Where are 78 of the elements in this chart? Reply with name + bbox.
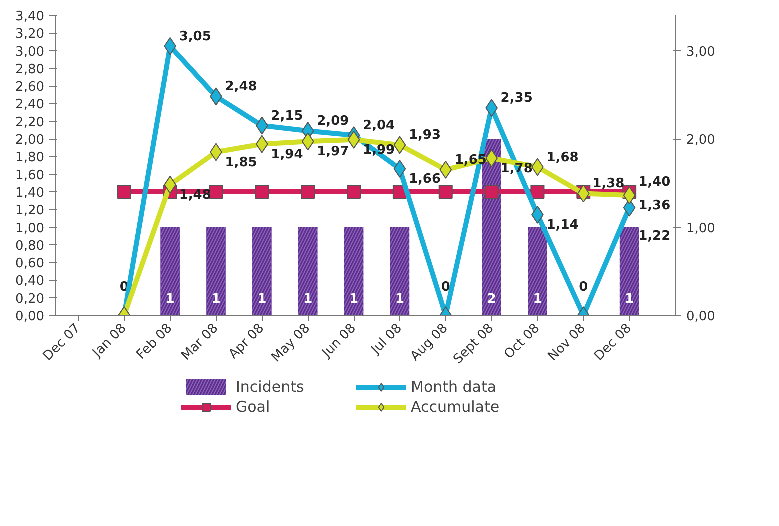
y-tick-label: 3,20 — [16, 27, 45, 42]
legend-label: Incidents — [236, 378, 306, 396]
y-tick-label: 0,40 — [16, 274, 45, 290]
data-label: 1,97 — [317, 144, 350, 160]
point — [348, 130, 360, 149]
legend-label: Accumulate — [411, 398, 501, 416]
point — [484, 184, 499, 199]
data-label: 1,22 — [638, 228, 671, 244]
y2-tick-label: 1,00 — [686, 221, 716, 236]
data-label: 2,04 — [363, 118, 396, 134]
y-tick-label: 3,00 — [16, 44, 45, 60]
y-tick-label: 1,80 — [16, 150, 45, 166]
x-tick-label: Apr 08 — [226, 321, 268, 362]
data-label: 1,14 — [546, 218, 579, 233]
y-tick-label: 0,20 — [16, 292, 45, 307]
point — [623, 186, 636, 204]
x-tick-label: Jul 08 — [368, 321, 406, 358]
y-tick-label: 1,20 — [16, 204, 45, 219]
point — [347, 184, 362, 199]
x-tick-label: Aug 08 — [408, 321, 452, 364]
point — [577, 184, 590, 203]
point — [255, 184, 270, 199]
y-tick-label: 1,60 — [16, 168, 45, 184]
data-label: 1,40 — [638, 174, 671, 190]
y-tick-label: 0,60 — [16, 256, 45, 272]
y-tick-label: 2,00 — [16, 133, 45, 148]
data-label: 1,94 — [271, 147, 304, 162]
point — [438, 184, 453, 199]
data-label: 1,38 — [592, 176, 625, 192]
y2-tick-label: 3,00 — [686, 44, 716, 60]
data-label: 0 — [579, 280, 588, 295]
point — [117, 184, 132, 199]
point — [394, 136, 406, 154]
data-label: 1,93 — [408, 128, 442, 144]
data-label: 3,05 — [179, 29, 212, 44]
data-label: 1 — [212, 292, 221, 307]
y-tick-label: 2,60 — [16, 80, 45, 96]
y-tick-label: 2,80 — [16, 62, 45, 78]
point — [530, 184, 545, 199]
point — [440, 160, 452, 179]
y-tick-label: 2,20 — [16, 115, 45, 130]
y-tick-label: 0,80 — [16, 238, 45, 254]
data-label: 1,68 — [546, 150, 579, 166]
point — [394, 160, 406, 178]
data-label: 2,15 — [271, 108, 304, 124]
data-label: 1,85 — [225, 155, 258, 170]
data-label: 2,48 — [225, 80, 258, 95]
data-label: 2,09 — [317, 114, 350, 130]
legend-label: Goal — [236, 398, 272, 416]
x-tick-label: Oct 08 — [502, 321, 544, 362]
data-label: 1 — [625, 292, 634, 307]
x-tick-label: Nov 08 — [546, 321, 589, 364]
legend-label: Month data — [411, 378, 498, 396]
y-tick-label: 1,40 — [16, 186, 45, 201]
y2-tick-label: 2,00 — [686, 133, 716, 148]
data-label: 1,36 — [638, 198, 671, 214]
point — [209, 184, 224, 199]
y-tick-label: 3,40 — [16, 10, 45, 24]
x-tick-label: Mar 08 — [178, 321, 222, 364]
data-label: 1 — [166, 292, 175, 307]
data-label: 1 — [304, 292, 313, 307]
y-tick-label: 1,00 — [16, 221, 45, 236]
point — [301, 184, 316, 199]
x-tick-label: Feb 08 — [134, 321, 176, 363]
data-label: 1 — [533, 292, 542, 307]
x-tick-label: Jan 08 — [90, 321, 130, 362]
data-label: 1 — [395, 292, 404, 307]
data-label: 1 — [349, 292, 359, 307]
data-label: 1,66 — [408, 172, 442, 188]
point — [302, 132, 314, 151]
y-tick-label: 2,40 — [16, 98, 45, 113]
data-label: 2,35 — [500, 91, 533, 106]
x-tick-label: Dec 08 — [592, 321, 635, 364]
x-tick-label: Jun 08 — [319, 321, 360, 362]
data-label: 1 — [258, 292, 267, 307]
data-label: 0 — [441, 280, 450, 295]
data-label: 2 — [487, 292, 496, 307]
y2-tick-label: 0,00 — [686, 310, 716, 324]
